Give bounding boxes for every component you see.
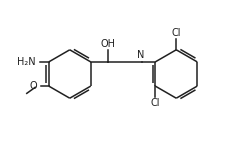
Text: Cl: Cl <box>171 28 181 38</box>
Text: H₂N: H₂N <box>17 57 35 67</box>
Text: N: N <box>137 50 145 60</box>
Text: Cl: Cl <box>151 98 160 108</box>
Text: OH: OH <box>101 39 116 49</box>
Text: O: O <box>30 81 37 91</box>
